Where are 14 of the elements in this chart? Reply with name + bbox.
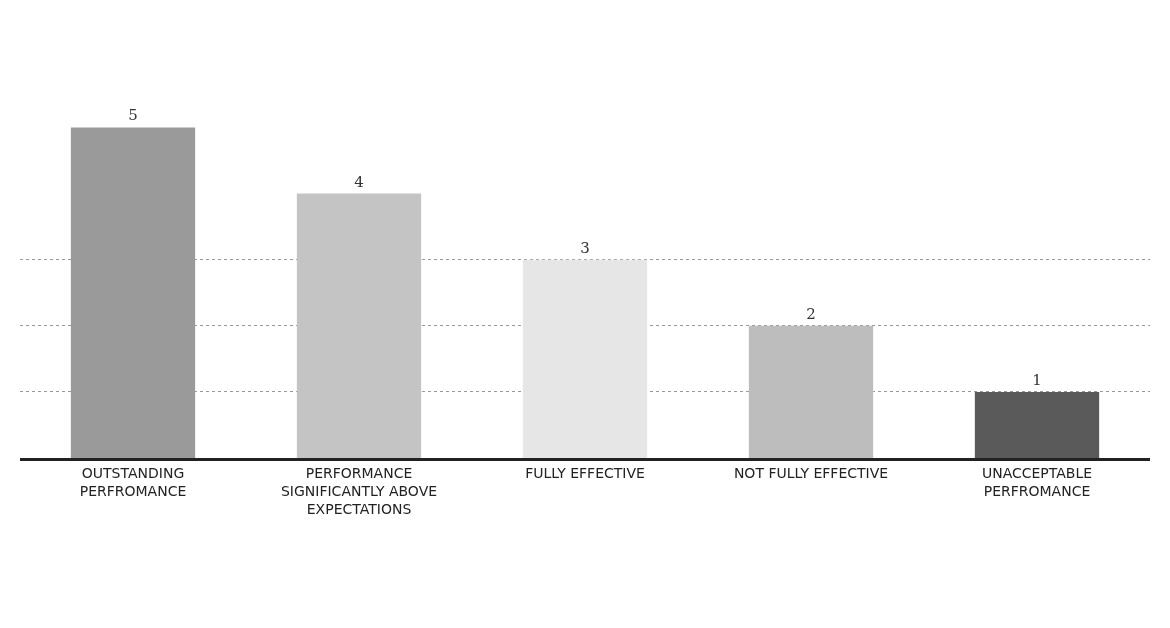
x-tick-label: UNACCEPTABLE PERFROMANCE [981,464,1093,499]
data-label: 2 [806,304,816,323]
bar [974,391,1100,458]
x-tick-label: FULLY EFFECTIVE [525,464,645,481]
x-tick-label: OUTSTANDING PERFROMANCE [79,464,187,499]
data-label: 1 [1032,370,1042,389]
x-tick-label: PERFORMANCE SIGNIFICANTLY ABOVE EXPECTATIONS [280,464,438,518]
data-label: 5 [128,106,138,125]
bar [522,259,648,458]
data-label: 3 [580,238,590,257]
x-tick-label: NOT FULLY EFFECTIVE [733,464,889,481]
data-label: 4 [354,172,364,191]
bar [748,325,874,458]
bar [296,193,422,458]
